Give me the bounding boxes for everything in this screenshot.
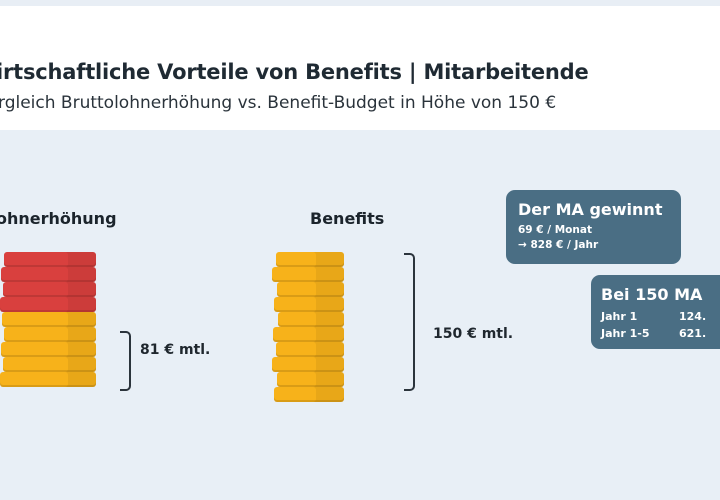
employee-gain-title: Der MA gewinnt (518, 200, 663, 219)
benefits-coin-stack (272, 252, 382, 402)
red-coin (3, 282, 96, 297)
yellow-coin (272, 357, 344, 372)
yellow-coin (272, 267, 344, 282)
employee-gain-yearly: → 828 € / Jahr (518, 239, 599, 251)
yellow-coin (3, 357, 96, 372)
yellow-coin (274, 387, 344, 402)
benefits-amount: 150 € mtl. (433, 326, 514, 342)
employee-gain-card: Der MA gewinnt 69 € / Monat → 828 € / Ja… (506, 190, 681, 264)
yellow-coin (274, 297, 344, 312)
benefits-label: Benefits (310, 209, 385, 228)
yellow-coin (277, 282, 344, 297)
salary-increase-label: ohnerhöhung (0, 209, 117, 228)
page-title: irtschaftliche Vorteile von Benefits | M… (0, 60, 589, 84)
yellow-coin (0, 372, 96, 387)
yellow-coin (278, 312, 344, 327)
company-row-label: Jahr 1 (601, 310, 638, 323)
yellow-coin (273, 327, 344, 342)
company-row-value: 621. (679, 327, 707, 340)
benefits-bracket (404, 253, 415, 391)
red-coin (1, 267, 96, 282)
yellow-coin (1, 342, 96, 357)
company-row: Jahr 1 124. (601, 308, 720, 325)
red-coin (4, 252, 96, 267)
page-subtitle: rgleich Bruttolohnerhöhung vs. Benefit-B… (0, 93, 557, 113)
yellow-coin (276, 342, 344, 357)
company-savings-card: Bei 150 MA Jahr 1 124. Jahr 1-5 621. (591, 275, 720, 349)
company-row-value: 124. (679, 310, 707, 323)
company-savings-title: Bei 150 MA (601, 285, 703, 304)
salary-bracket (120, 331, 131, 391)
red-coin (0, 297, 96, 312)
employee-gain-monthly: 69 € / Monat (518, 224, 592, 236)
company-row: Jahr 1-5 621. (601, 325, 720, 342)
yellow-coin (276, 252, 344, 267)
yellow-coin (2, 312, 96, 327)
salary-coin-stack (0, 252, 100, 392)
top-band (0, 0, 720, 6)
yellow-coin (277, 372, 344, 387)
salary-amount: 81 € mtl. (140, 342, 211, 358)
yellow-coin (4, 327, 96, 342)
company-row-label: Jahr 1-5 (601, 327, 650, 340)
